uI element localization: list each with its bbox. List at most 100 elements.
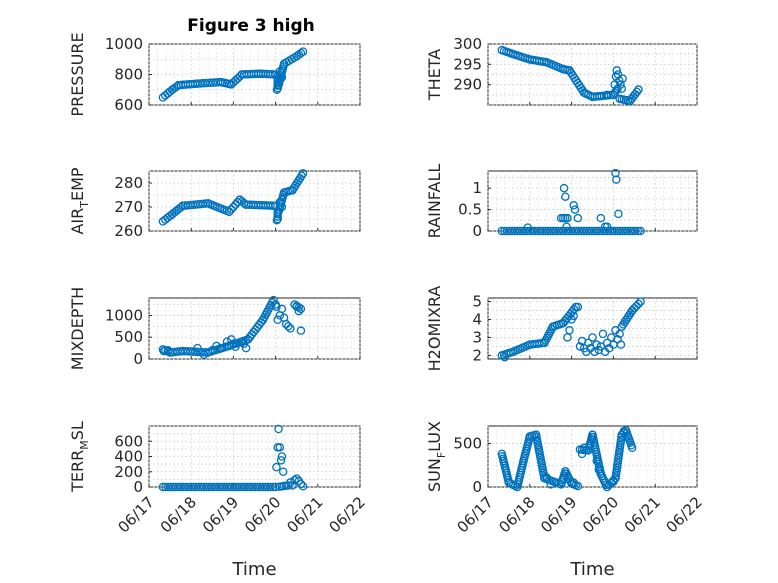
data-point xyxy=(565,326,574,335)
axes-box xyxy=(487,170,698,232)
data-point xyxy=(272,302,281,311)
y-tick-label: 800 xyxy=(114,66,143,84)
y-tick-label: 200 xyxy=(114,463,143,481)
x-tick-label: 06/17 xyxy=(454,493,497,536)
x-tick-label: 06/21 xyxy=(283,493,326,536)
data-point xyxy=(298,47,308,56)
y-tick-label: 0.5 xyxy=(458,201,482,219)
data-point xyxy=(277,452,287,461)
y-tick-label: 1000 xyxy=(105,306,143,324)
data-point xyxy=(598,329,608,339)
y-tick-label: 270 xyxy=(114,198,143,216)
data-point xyxy=(290,475,299,485)
data-point xyxy=(562,222,571,231)
data-point xyxy=(272,462,281,472)
data-point xyxy=(573,213,583,223)
y-axis-label: PRESSURE xyxy=(68,32,87,116)
y-tick-label: 295 xyxy=(453,55,482,73)
data-point xyxy=(284,322,293,331)
y-tick-label: 500 xyxy=(453,434,482,452)
x-tick-label: 06/21 xyxy=(621,493,664,536)
y-tick-label: 0 xyxy=(133,350,143,368)
data-point xyxy=(559,183,569,193)
data-point xyxy=(563,213,572,223)
x-tick-label: 06/19 xyxy=(537,493,580,536)
y-tick-label: 600 xyxy=(114,432,143,450)
y-tick-label: 0 xyxy=(472,478,482,496)
data-point xyxy=(630,304,639,313)
x-tick-label: 06/19 xyxy=(199,493,242,536)
data-point xyxy=(633,226,643,236)
data-point xyxy=(596,342,606,351)
data-point xyxy=(618,74,627,83)
data-point xyxy=(271,482,280,492)
data-point xyxy=(570,205,580,214)
x-axis-label: Time xyxy=(231,559,276,580)
data-point xyxy=(612,175,621,184)
data-point xyxy=(272,85,282,95)
data-point xyxy=(163,346,173,355)
data-point xyxy=(292,302,301,311)
subplot-7: 0200400600TERRMSL06/1706/1806/1906/2006/… xyxy=(68,421,369,580)
data-point xyxy=(569,478,578,487)
y-tick-label: 1 xyxy=(472,179,482,197)
data-point xyxy=(278,467,288,476)
y-axis-label: TERRMSL xyxy=(68,421,91,493)
data-point xyxy=(612,66,621,75)
data-point xyxy=(208,346,217,355)
data-point xyxy=(277,202,287,212)
y-tick-label: 500 xyxy=(114,328,143,346)
data-point xyxy=(632,87,642,97)
data-point xyxy=(266,201,275,210)
data-point xyxy=(584,338,593,348)
y-axis-label: SUNFLUX xyxy=(425,421,448,492)
y-tick-label: 280 xyxy=(114,174,143,192)
data-point xyxy=(241,343,251,353)
data-point xyxy=(636,226,645,236)
subplot-3: 260 270 280 AIRTEMP xyxy=(68,167,361,240)
data-point xyxy=(573,302,583,312)
subplot-4: 0 0.5 1 RAINFALL xyxy=(425,164,698,240)
y-tick-label: 0 xyxy=(133,478,143,496)
y-tick-label: 1000 xyxy=(105,35,143,53)
data-point xyxy=(546,480,555,489)
data-point xyxy=(619,426,629,436)
data-point xyxy=(294,306,304,316)
data-point xyxy=(277,73,287,82)
figure-title: Figure 3 high xyxy=(187,16,315,36)
data-point xyxy=(602,222,612,231)
data-point xyxy=(199,350,209,359)
data-point xyxy=(296,479,306,489)
data-point xyxy=(632,301,641,311)
x-tick-label: 06/22 xyxy=(663,493,706,536)
data-point xyxy=(627,443,637,453)
data-point xyxy=(227,335,236,344)
data-point xyxy=(611,168,620,178)
y-axis-label: MIXDEPTH xyxy=(68,287,87,370)
x-tick-label: 06/18 xyxy=(495,493,538,536)
data-point xyxy=(266,482,275,492)
data-point xyxy=(286,324,295,333)
data-point xyxy=(296,48,306,58)
y-axis-label: THETA xyxy=(425,49,444,101)
data-point xyxy=(292,474,301,483)
data-point xyxy=(290,300,299,309)
data-point xyxy=(579,443,589,453)
y-tick-label: 2 xyxy=(472,346,482,364)
data-point xyxy=(193,343,202,353)
x-tick-label: 06/18 xyxy=(157,493,200,536)
data-point xyxy=(276,456,286,465)
subplot-2: 290 295 300 THETA xyxy=(425,35,698,106)
x-tick-label: 06/20 xyxy=(579,493,622,536)
data-point xyxy=(569,311,578,321)
data-markers xyxy=(497,426,637,492)
x-axis-label: Time xyxy=(569,559,614,580)
y-tick-label: 260 xyxy=(114,222,143,240)
data-point xyxy=(272,215,282,225)
y-tick-label: 300 xyxy=(453,35,482,53)
data-point xyxy=(296,304,306,314)
data-point xyxy=(592,340,601,349)
subplot-5: 0 500 1000 MIXDEPTH xyxy=(68,287,361,370)
